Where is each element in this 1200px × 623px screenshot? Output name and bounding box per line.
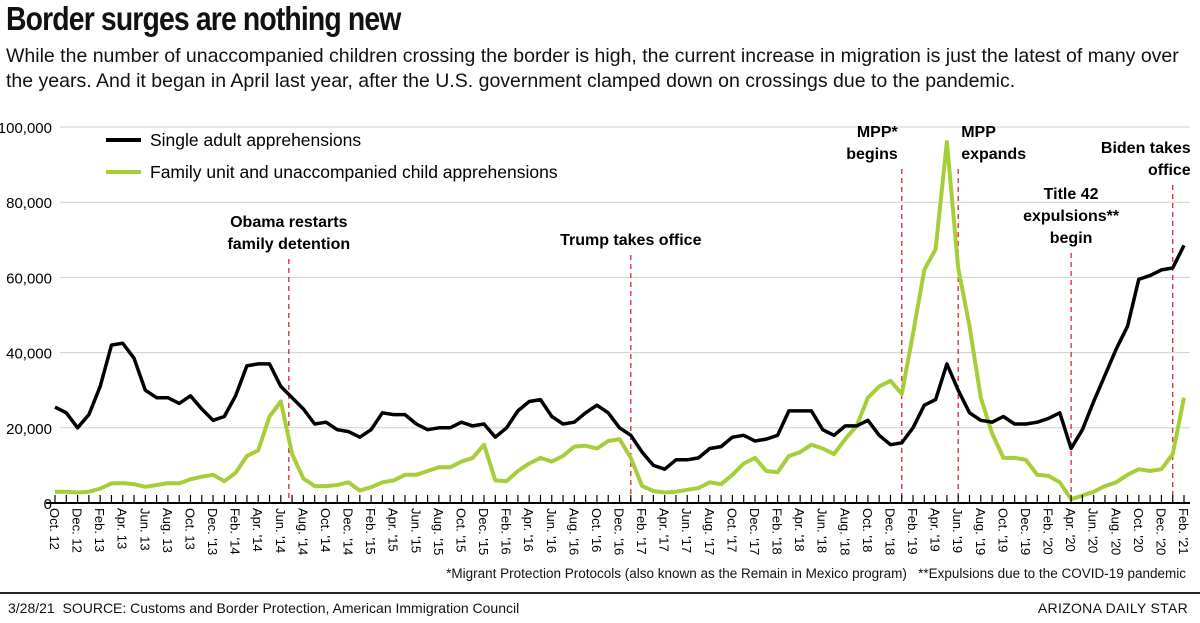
x-tick-label: Aug. '15 <box>431 508 446 555</box>
x-tick-label: Feb. '15 <box>363 508 378 555</box>
x-tick-label: Apr. '16 <box>521 508 536 552</box>
annotation-label: Title 42 <box>1044 186 1099 203</box>
x-tick-label: Feb. '16 <box>499 508 514 555</box>
x-tick-label: Feb. '18 <box>770 508 785 555</box>
x-tick-label: Jun. '15 <box>408 508 423 553</box>
footer-divider <box>0 592 1200 594</box>
annotations: Obama restarts family detention Trump take… <box>227 124 1191 503</box>
x-tick-label: Feb. '14 <box>228 508 243 555</box>
annotation-label: expands <box>961 146 1026 163</box>
x-tick-label: Apr. '15 <box>386 508 401 552</box>
x-tick-label: Oct. 12 <box>47 508 62 550</box>
x-tick-label: Dec. 12 <box>70 508 85 553</box>
x-tick-label: Dec. '13 <box>205 508 220 555</box>
y-tick-label: 100,000 <box>0 120 52 137</box>
x-tick-label: Feb. '19 <box>905 508 920 555</box>
annotation-label: begins <box>846 146 898 163</box>
x-tick-label: Oct. '17 <box>724 508 739 552</box>
y-tick-label: 60,000 <box>6 270 52 287</box>
x-tick-label: Oct. 13 <box>182 508 197 550</box>
annotation-label: MPP <box>961 124 996 141</box>
x-tick-label: Apr. '19 <box>928 508 943 552</box>
x-tick-label: Oct. '20 <box>1131 508 1146 552</box>
x-axis: Oct. 12 Dec. 12 Feb. 13 Apr. 13 Jun. 13 Aug. … <box>46 495 1191 555</box>
x-tick-label: Feb. '21 <box>1176 508 1191 555</box>
y-tick-label: 40,000 <box>6 346 52 363</box>
x-tick-label: Jun. '20 <box>1086 508 1101 553</box>
x-tick-label: Jun. '16 <box>544 508 559 553</box>
publisher-credit: ARIZONA DAILY STAR <box>1037 600 1188 616</box>
x-tick-label: Jun. '18 <box>815 508 830 553</box>
x-tick-label: Apr. 13 <box>115 508 130 549</box>
series-line-family-units <box>55 140 1186 502</box>
annotation-label: family detention <box>227 236 350 253</box>
legend: Single adult apprehensions Family unit a… <box>106 130 558 182</box>
x-tick-label: Dec. '19 <box>1018 508 1033 555</box>
x-tick-label: Feb. '17 <box>634 508 649 555</box>
annotation-label: Biden takes <box>1101 140 1191 157</box>
footnote: *Migrant Protection Protocols (also know… <box>446 566 1186 581</box>
y-axis: 0 20,000 40,000 60,000 80,000 100,000 <box>0 120 52 513</box>
x-tick-label: Feb. '20 <box>1041 508 1056 555</box>
x-tick-label: Dec. '20 <box>1153 508 1168 555</box>
annotation-label: Trump takes office <box>560 232 701 249</box>
date-and-source: 3/28/21 SOURCE: Customs and Border Prote… <box>8 600 520 616</box>
y-tick-label: 0 <box>44 496 52 513</box>
x-tick-label: Aug. '14 <box>295 508 310 555</box>
chart-subtitle: While the number of unaccompanied childr… <box>6 45 1179 92</box>
x-tick-label: Dec. '16 <box>612 508 627 555</box>
x-tick-label: Aug. '17 <box>702 508 717 555</box>
x-tick-label: Oct. '14 <box>318 508 333 552</box>
x-tick-label: Dec. '18 <box>882 508 897 555</box>
x-tick-label: Aug. 13 <box>160 508 175 553</box>
legend-label-single-adults: Single adult apprehensions <box>150 130 361 150</box>
x-tick-label: Oct. '16 <box>589 508 604 552</box>
x-tick-label: Dec. '17 <box>747 508 762 555</box>
annotation-label: Obama restarts <box>230 214 347 231</box>
x-tick-label: Aug. '18 <box>837 508 852 555</box>
legend-label-family-units: Family unit and unaccompanied child appr… <box>150 162 558 182</box>
x-tick-label: Aug. '16 <box>566 508 581 555</box>
x-tick-label: Jun. '14 <box>273 508 288 553</box>
annotation-label: begin <box>1050 230 1093 247</box>
x-tick-label: Oct. '19 <box>995 508 1010 552</box>
x-tick-label: Apr. '18 <box>792 508 807 552</box>
x-tick-label: Aug. '20 <box>1108 508 1123 555</box>
gridlines <box>60 126 1190 429</box>
chart-title: Border surges are nothing new <box>6 0 401 37</box>
x-tick-label: Jun. '17 <box>679 508 694 553</box>
x-tick-label: Dec. '15 <box>476 508 491 555</box>
annotation-label: MPP* <box>857 124 899 141</box>
y-tick-label: 80,000 <box>6 195 52 212</box>
x-tick-label: Feb. 13 <box>92 508 107 552</box>
annotation-label: office <box>1148 162 1191 179</box>
x-tick-label: Aug. '19 <box>973 508 988 555</box>
x-tick-label: Jun. '19 <box>950 508 965 553</box>
x-tick-label: Dec. '14 <box>341 508 356 555</box>
series-line-single-adults <box>54 244 1186 471</box>
x-tick-label: Apr. '17 <box>657 508 672 552</box>
x-tick-label: Oct. '18 <box>860 508 875 552</box>
x-tick-label: Apr. '14 <box>250 508 265 552</box>
annotation-label: expulsions** <box>1023 208 1120 225</box>
x-tick-label: Apr. '20 <box>1063 508 1078 552</box>
x-tick-label: Jun. 13 <box>137 508 152 551</box>
y-tick-label: 20,000 <box>6 421 52 438</box>
x-tick-label: Oct. '15 <box>453 508 468 552</box>
series-lines <box>54 140 1186 502</box>
